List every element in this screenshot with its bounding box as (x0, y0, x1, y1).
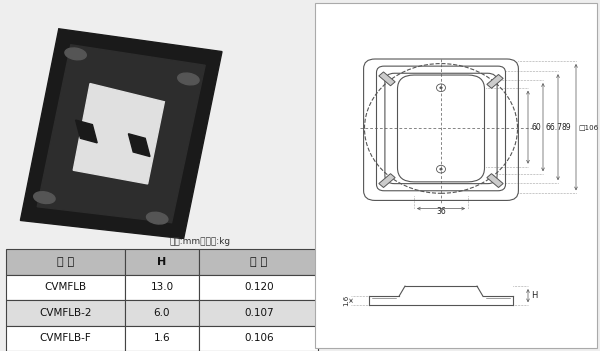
Text: 1.6: 1.6 (343, 295, 349, 306)
Polygon shape (379, 72, 395, 86)
Text: CVMFLB-F: CVMFLB-F (40, 333, 91, 343)
Bar (6, 249, 125, 274)
Bar (125, 325, 199, 351)
Bar (125, 300, 199, 325)
Text: 13.0: 13.0 (151, 282, 173, 292)
Text: 66.7: 66.7 (546, 122, 563, 132)
Ellipse shape (178, 73, 199, 85)
Text: CVMFLB: CVMFLB (44, 282, 86, 292)
Ellipse shape (34, 192, 55, 204)
Text: □106: □106 (578, 124, 599, 130)
Bar (199, 274, 318, 300)
Text: 60: 60 (532, 122, 541, 132)
Bar (125, 274, 199, 300)
Text: 重 量: 重 量 (250, 257, 267, 267)
Polygon shape (76, 120, 97, 143)
Text: 品 番: 品 番 (57, 257, 74, 267)
Polygon shape (487, 74, 503, 88)
Polygon shape (20, 29, 222, 239)
Bar (6, 325, 125, 351)
Polygon shape (37, 45, 205, 223)
Bar (199, 300, 318, 325)
Text: 6.0: 6.0 (154, 308, 170, 318)
Polygon shape (379, 174, 395, 187)
Bar (199, 325, 318, 351)
Text: 0.120: 0.120 (244, 282, 274, 292)
Polygon shape (73, 84, 164, 184)
Polygon shape (487, 174, 503, 187)
Text: 89: 89 (562, 122, 571, 132)
Text: H: H (531, 291, 538, 300)
Bar (6, 274, 125, 300)
Text: 0.107: 0.107 (244, 308, 274, 318)
Ellipse shape (65, 48, 86, 60)
Text: 寸法:mm　重量:kg: 寸法:mm 重量:kg (170, 238, 230, 246)
Text: 1.6: 1.6 (154, 333, 170, 343)
Bar (199, 249, 318, 274)
Text: CVMFLB-2: CVMFLB-2 (39, 308, 92, 318)
Circle shape (440, 168, 442, 170)
Polygon shape (128, 134, 150, 157)
Text: H: H (157, 257, 167, 267)
Bar (6, 300, 125, 325)
Text: 36: 36 (436, 207, 446, 216)
Ellipse shape (146, 212, 168, 224)
Text: 0.106: 0.106 (244, 333, 274, 343)
Circle shape (440, 87, 442, 89)
Bar (125, 249, 199, 274)
